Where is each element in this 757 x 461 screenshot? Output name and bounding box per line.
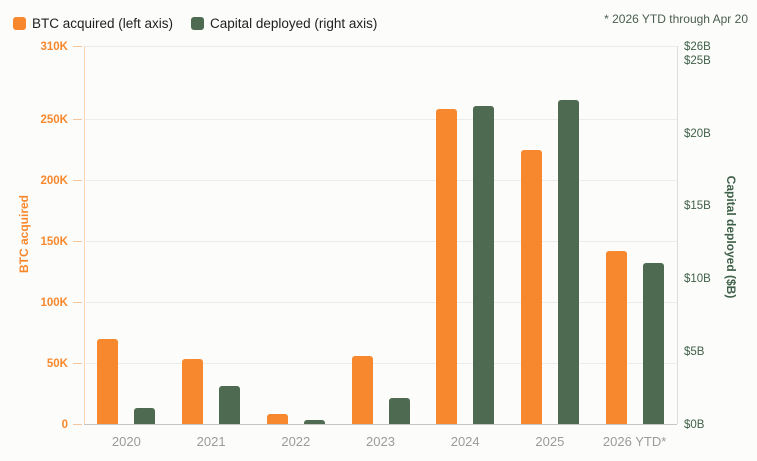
right-axis-title: Capital deployed ($B) xyxy=(724,175,738,299)
left-axis-tick xyxy=(73,241,82,243)
bar-btc-2022 xyxy=(266,414,288,424)
bar-capital-2023 xyxy=(388,397,410,424)
left-axis-tick xyxy=(73,119,82,121)
left-axis-spine xyxy=(84,46,85,424)
left-axis-tick-label: 200K xyxy=(40,174,69,187)
gridline xyxy=(84,46,677,47)
legend-item-btc: BTC acquired (left axis) xyxy=(13,16,173,31)
footnote: * 2026 YTD through Apr 20 xyxy=(604,12,748,26)
left-axis-tick-label: 100K xyxy=(40,296,69,309)
bar-btc-2023 xyxy=(351,355,373,424)
legend-label-capital: Capital deployed (right axis) xyxy=(210,16,378,31)
left-axis-tick xyxy=(73,363,82,364)
left-axis-tick-label: 150K xyxy=(40,235,69,248)
gridline xyxy=(84,180,677,182)
right-axis-tick-label: $20B xyxy=(684,127,711,140)
legend-swatch-1 xyxy=(191,17,205,30)
x-axis-label: 2022 xyxy=(281,434,311,449)
bar-capital-2026 YTD* xyxy=(642,262,664,424)
bar-btc-2021 xyxy=(182,359,204,424)
left-axis-tick-label: 0 xyxy=(61,418,68,431)
right-axis-tick-label: $25B xyxy=(684,55,711,67)
legend: BTC acquired (left axis) Capital deploye… xyxy=(13,16,377,31)
left-axis-tick xyxy=(73,180,82,182)
legend-swatch-0 xyxy=(13,17,26,30)
bar-btc-2025 xyxy=(520,149,542,424)
left-axis-title: BTC acquired xyxy=(17,194,31,274)
x-axis-label: 2020 xyxy=(111,434,141,449)
right-axis-tick-label: $15B xyxy=(684,200,711,213)
bar-capital-2021 xyxy=(219,386,241,424)
x-axis-label: 2023 xyxy=(366,434,395,449)
bar-capital-2024 xyxy=(473,105,495,424)
right-axis-tick-label: $10B xyxy=(684,273,711,286)
bar-btc-2024 xyxy=(436,109,458,424)
legend-label-btc: BTC acquired (left axis) xyxy=(32,16,174,31)
legend-item-capital: Capital deployed (right axis) xyxy=(191,16,377,31)
gridline xyxy=(84,302,677,304)
right-axis-tick-label: $0B xyxy=(684,418,705,431)
x-axis-line xyxy=(84,424,677,425)
left-axis-tick-label: 250K xyxy=(40,113,69,126)
bar-capital-2025 xyxy=(557,99,579,424)
bar-btc-2020 xyxy=(97,338,119,424)
right-axis-spine xyxy=(677,46,678,424)
x-axis-label: 2026 YTD* xyxy=(602,434,667,449)
x-axis-label: 2024 xyxy=(450,434,480,449)
left-axis-tick xyxy=(73,424,82,425)
bar-btc-2026 YTD* xyxy=(605,250,627,424)
gridline xyxy=(84,119,677,121)
gridline xyxy=(84,241,677,243)
left-axis-tick-label: 50K xyxy=(46,357,68,370)
x-axis-label: 2021 xyxy=(196,434,226,449)
x-axis-label: 2025 xyxy=(535,434,565,449)
right-axis-tick-label: $26B xyxy=(684,40,711,53)
right-axis-tick-label: $5B xyxy=(684,345,705,358)
left-axis-tick-label: 310K xyxy=(40,40,69,53)
left-axis-tick xyxy=(73,46,82,47)
bar-capital-2020 xyxy=(134,408,156,424)
bar-capital-2022 xyxy=(303,419,325,424)
left-axis-tick xyxy=(73,302,82,304)
gridline xyxy=(84,363,677,364)
